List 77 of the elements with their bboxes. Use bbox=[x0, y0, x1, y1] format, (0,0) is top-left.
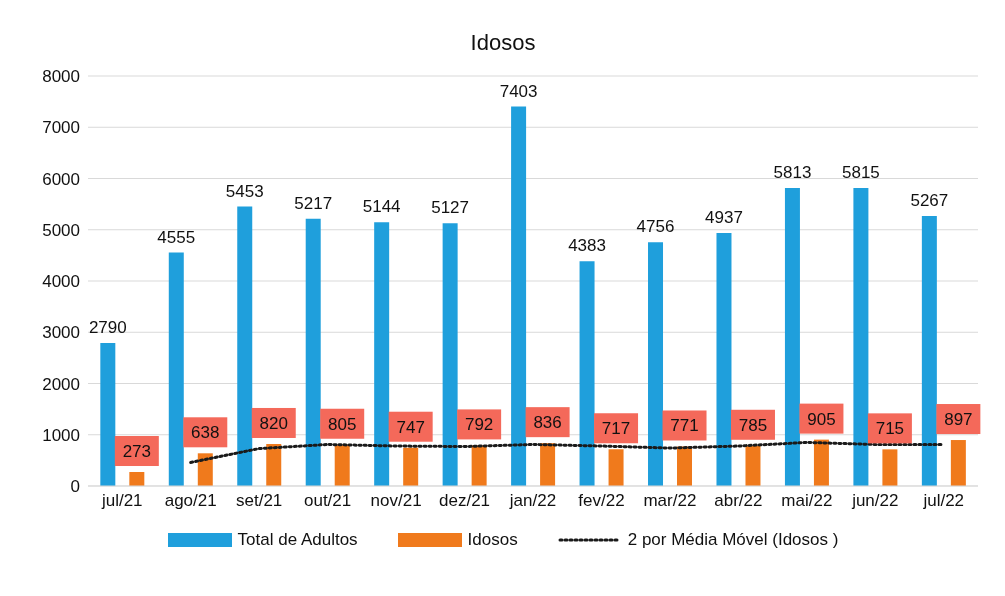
bar bbox=[677, 446, 693, 486]
bar bbox=[511, 106, 527, 486]
bar bbox=[540, 443, 556, 486]
legend-label: Total de Adultos bbox=[237, 530, 358, 550]
bar bbox=[237, 206, 253, 486]
bar bbox=[305, 218, 321, 486]
y-tick-label: 5000 bbox=[42, 220, 80, 240]
legend-label: 2 por Média Móvel (Idosos ) bbox=[627, 530, 839, 550]
bar bbox=[716, 232, 732, 486]
y-tick-label: 3000 bbox=[42, 323, 80, 343]
y-tick-label: 0 bbox=[70, 477, 80, 497]
data-label: 805 bbox=[328, 414, 357, 434]
data-label: 5127 bbox=[431, 198, 470, 218]
bar bbox=[442, 223, 458, 486]
x-tick-label: out/21 bbox=[303, 491, 352, 511]
data-label: 747 bbox=[396, 417, 425, 437]
bar bbox=[784, 188, 800, 486]
y-tick-label: 6000 bbox=[42, 169, 80, 189]
data-label: 715 bbox=[875, 419, 905, 439]
data-label: 5813 bbox=[773, 163, 812, 183]
data-label: 836 bbox=[533, 413, 562, 433]
data-label: 771 bbox=[670, 416, 699, 436]
data-label: 717 bbox=[601, 419, 631, 439]
bar bbox=[813, 439, 829, 486]
x-tick-label: jun/22 bbox=[851, 491, 899, 511]
data-label: 5144 bbox=[362, 197, 401, 217]
data-label: 4937 bbox=[705, 207, 743, 227]
data-label: 785 bbox=[738, 415, 768, 435]
data-label: 4756 bbox=[636, 217, 675, 237]
bar bbox=[374, 222, 390, 486]
legend-label: Idosos bbox=[467, 530, 518, 550]
bar bbox=[921, 216, 937, 486]
x-tick-label: jan/22 bbox=[508, 491, 557, 511]
data-label: 792 bbox=[464, 415, 494, 435]
x-tick-label: nov/21 bbox=[370, 491, 422, 511]
x-tick-label: jul/21 bbox=[100, 491, 143, 511]
data-label: 5217 bbox=[294, 193, 333, 213]
bar bbox=[334, 444, 350, 486]
x-tick-label: dez/21 bbox=[439, 491, 491, 511]
bar bbox=[129, 472, 145, 486]
bar bbox=[648, 242, 664, 486]
data-label: 5815 bbox=[841, 162, 880, 182]
x-tick-label: jul/22 bbox=[922, 491, 965, 511]
y-tick-label: 8000 bbox=[42, 67, 80, 87]
data-label: 2790 bbox=[88, 318, 127, 338]
bar bbox=[579, 261, 595, 486]
data-label: 905 bbox=[807, 409, 836, 429]
data-label: 7403 bbox=[499, 81, 538, 101]
bar bbox=[853, 187, 869, 486]
bar bbox=[266, 443, 282, 486]
data-label: 4383 bbox=[568, 236, 606, 256]
y-tick-label: 4000 bbox=[42, 272, 80, 292]
bar bbox=[882, 449, 898, 486]
x-tick-label: abr/22 bbox=[714, 491, 763, 511]
x-tick-label: mai/22 bbox=[781, 491, 833, 511]
data-label: 638 bbox=[191, 423, 220, 443]
data-label: 897 bbox=[944, 410, 973, 430]
x-tick-label: fev/22 bbox=[578, 491, 625, 511]
chart-title: Idosos bbox=[469, 30, 537, 56]
y-tick-label: 2000 bbox=[42, 374, 80, 394]
data-label: 820 bbox=[259, 413, 288, 433]
bar bbox=[403, 447, 419, 486]
bar bbox=[100, 343, 116, 486]
x-tick-label: set/21 bbox=[236, 491, 283, 511]
bar bbox=[745, 445, 761, 486]
x-tick-label: mar/22 bbox=[643, 491, 697, 511]
bar bbox=[471, 445, 487, 486]
bar bbox=[608, 449, 624, 486]
data-label: 4555 bbox=[157, 227, 196, 247]
data-label: 5267 bbox=[910, 191, 949, 211]
bar bbox=[950, 440, 966, 486]
bar bbox=[168, 252, 184, 486]
data-label: 5453 bbox=[225, 181, 264, 201]
data-label: 273 bbox=[122, 442, 152, 462]
x-tick-label: ago/21 bbox=[164, 491, 217, 511]
y-tick-label: 7000 bbox=[42, 118, 80, 138]
y-tick-label: 1000 bbox=[42, 425, 80, 445]
